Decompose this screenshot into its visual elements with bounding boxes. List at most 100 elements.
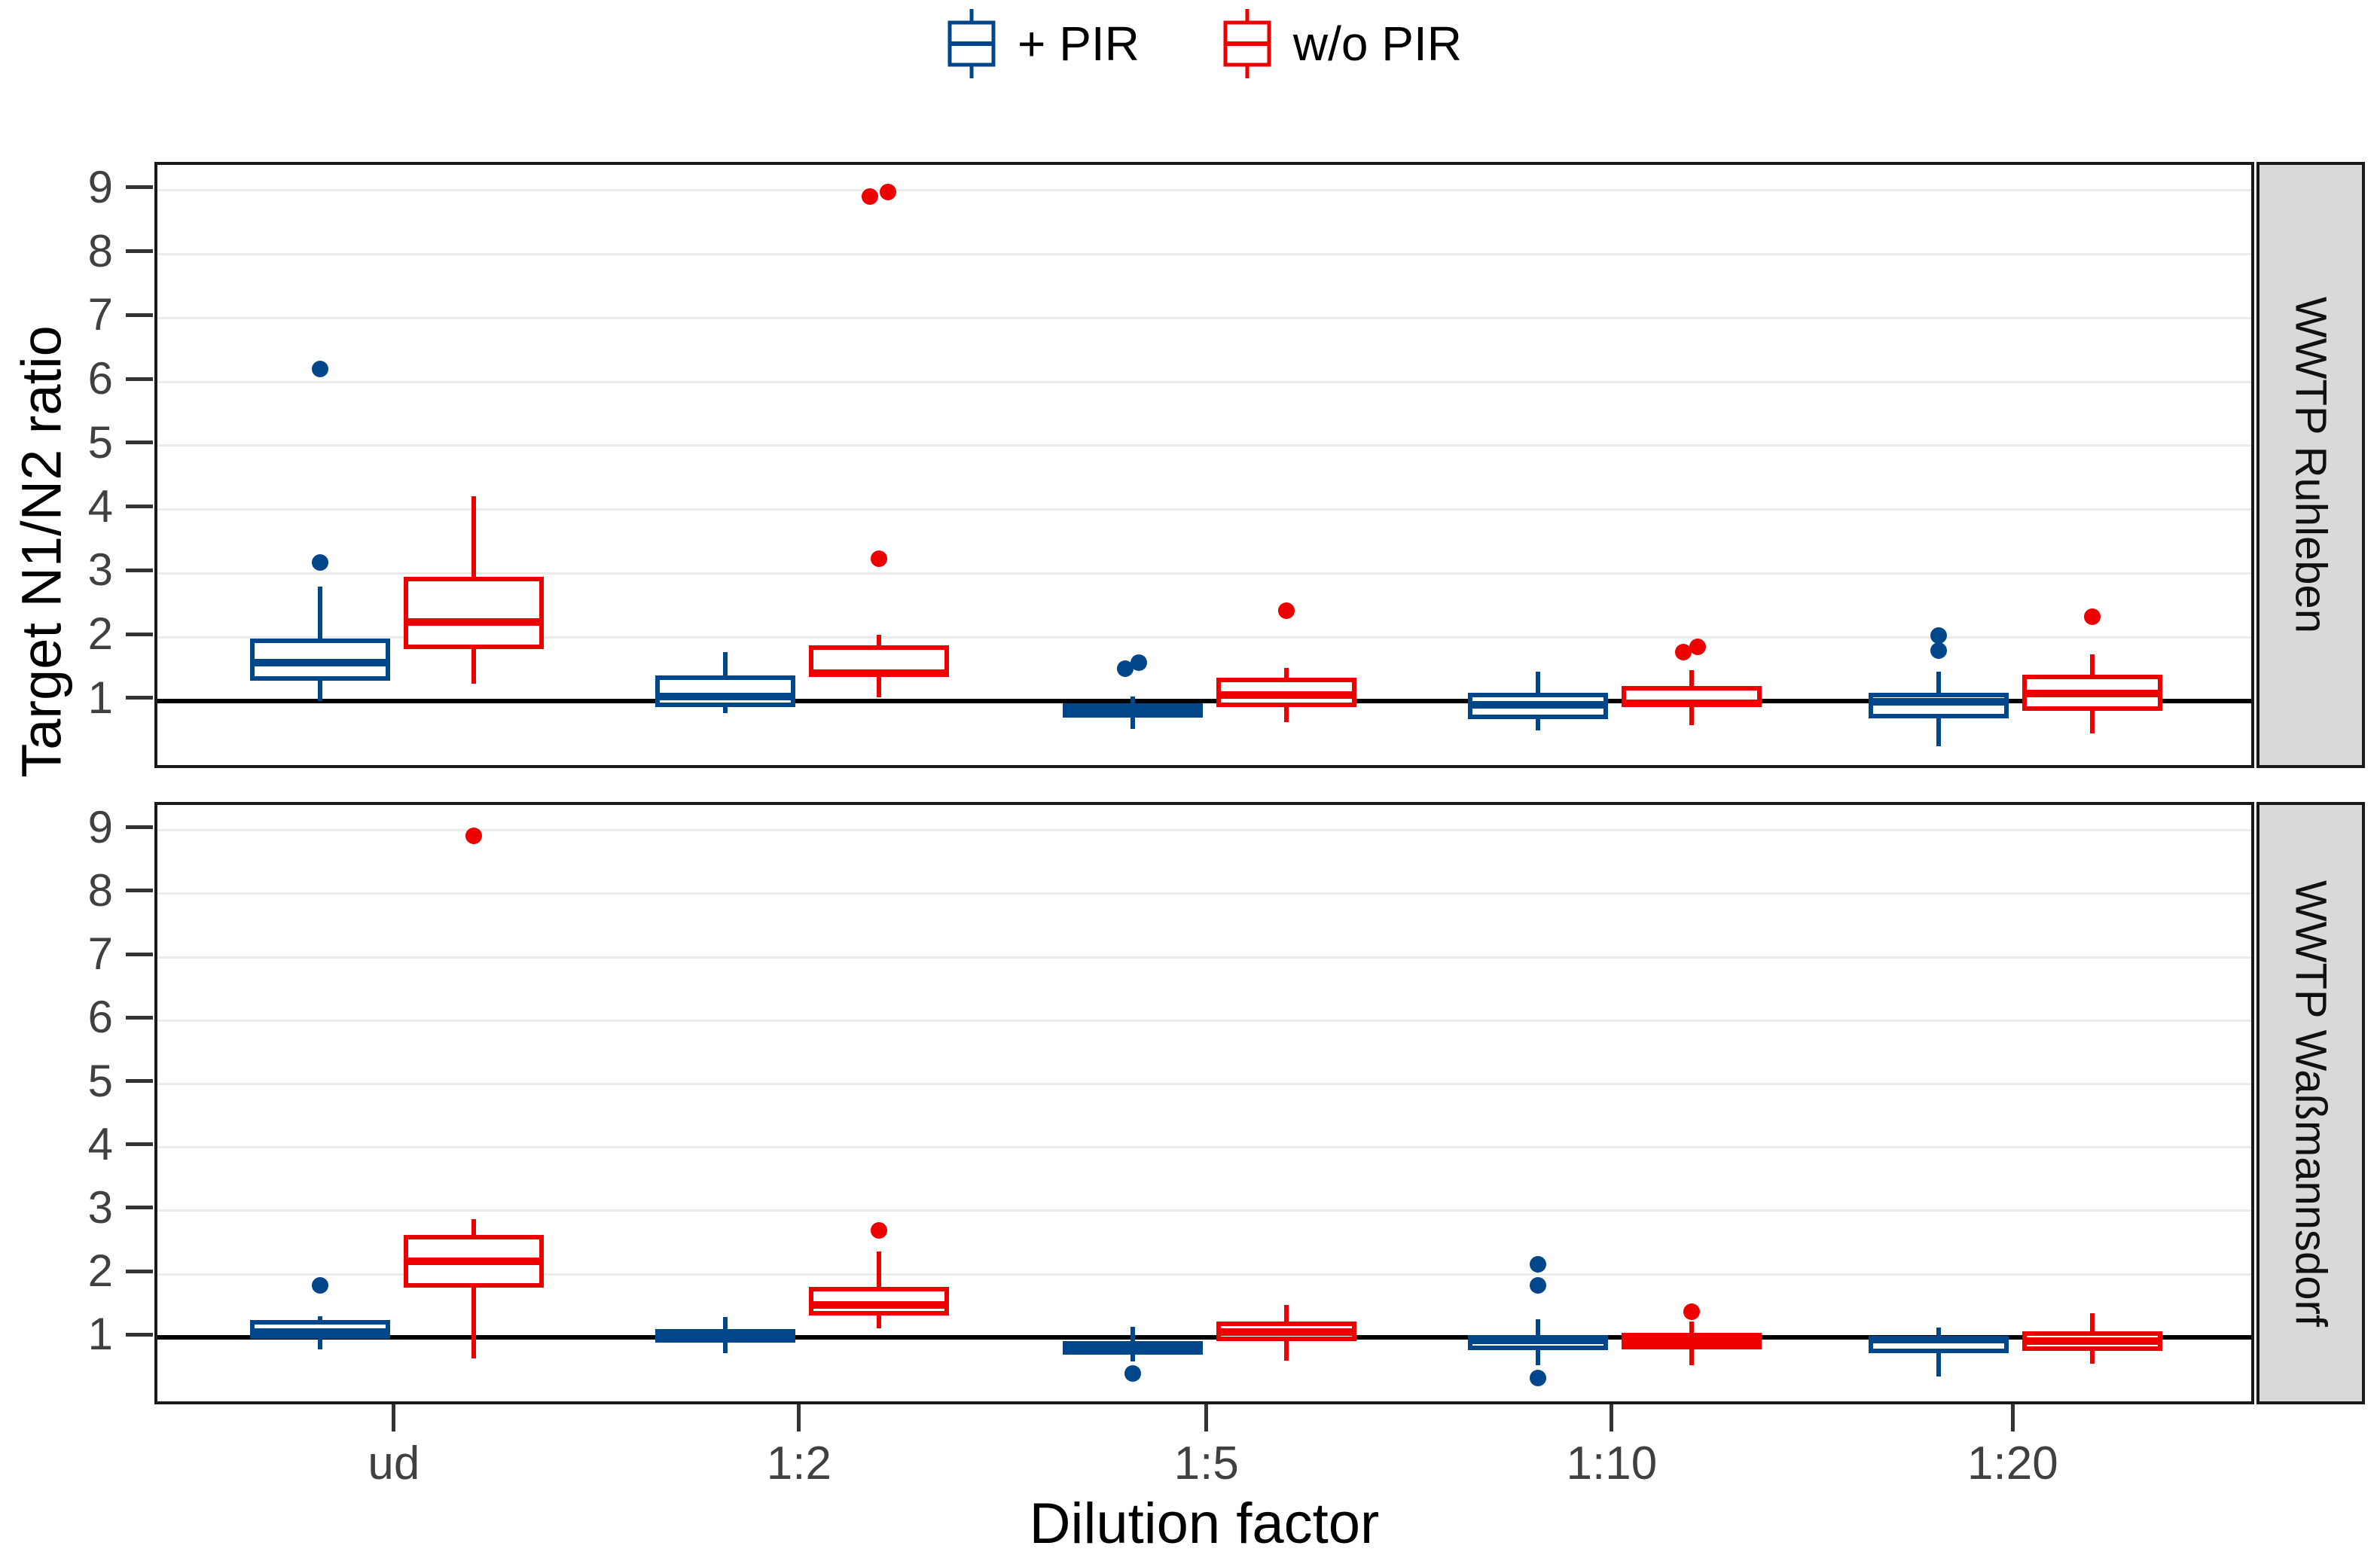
median-line-plus-pir <box>249 658 390 666</box>
outlier-dot-plus-pir <box>1124 1364 1141 1382</box>
y-tick <box>126 1332 153 1337</box>
y-tick <box>126 632 153 636</box>
facet-strip-label: WWTP Ruhleben <box>2286 297 2336 633</box>
y-tick-label: 4 <box>87 1118 113 1169</box>
reference-line <box>157 698 2251 703</box>
median-line-wo-pir <box>403 1258 544 1266</box>
legend-item: w/o PIR <box>1222 8 1462 78</box>
median-line-wo-pir <box>808 1300 949 1309</box>
legend-item: + PIR <box>947 8 1140 78</box>
x-tick-label: 1:5 <box>1173 1437 1239 1489</box>
gridline-y6 <box>157 380 2251 383</box>
boxplot-key-icon <box>1223 8 1271 78</box>
outlier-dot-wo-pir <box>1689 638 1706 655</box>
gridline-y9 <box>157 189 2251 192</box>
y-tick-label: 4 <box>87 480 113 532</box>
outlier-dot-wo-pir <box>465 828 482 845</box>
x-tick <box>2010 1404 2015 1431</box>
median-line-plus-pir <box>1869 697 2009 706</box>
median-line-wo-pir <box>403 617 544 626</box>
gridline-y3 <box>157 572 2251 575</box>
y-tick-label: 3 <box>87 544 113 596</box>
y-tick <box>126 185 153 190</box>
y-tick <box>126 1079 153 1084</box>
y-tick <box>126 312 153 317</box>
outlier-dot-plus-pir <box>311 1277 328 1294</box>
y-tick <box>126 696 153 700</box>
x-tick <box>392 1404 396 1431</box>
gridline-y6 <box>157 1019 2251 1022</box>
y-tick <box>126 377 153 381</box>
x-tick-label: 1:2 <box>766 1437 831 1489</box>
y-tick-label: 9 <box>87 801 113 852</box>
median-line-plus-pir <box>1467 1336 1608 1344</box>
y-tick <box>126 441 153 445</box>
outlier-dot-wo-pir <box>1683 1303 1700 1320</box>
y-tick <box>126 825 153 830</box>
median-line-plus-pir <box>654 692 795 700</box>
gridline-y9 <box>157 829 2251 832</box>
gridline-y2 <box>157 1273 2251 1276</box>
outlier-dot-wo-pir <box>1674 643 1692 660</box>
median-line-wo-pir <box>1216 1328 1356 1336</box>
median-line-wo-pir <box>1621 700 1762 708</box>
gridline-y4 <box>157 1146 2251 1149</box>
outlier-dot-wo-pir <box>2084 608 2101 625</box>
y-tick <box>126 1206 153 1210</box>
legend: + PIR w/o PIR <box>154 0 2254 87</box>
outlier-dot-plus-pir <box>1116 660 1134 678</box>
y-tick-label: 1 <box>87 1309 113 1360</box>
y-tick-label: 7 <box>87 289 113 340</box>
median-line-plus-pir <box>1869 1335 2009 1343</box>
outlier-dot-plus-pir <box>1930 642 1948 659</box>
outlier-dot-plus-pir <box>1529 1277 1546 1294</box>
y-tick-label: 9 <box>87 161 113 212</box>
y-tick <box>126 249 153 254</box>
x-tick <box>1610 1404 1614 1431</box>
box-wo-pir <box>403 577 544 650</box>
median-line-plus-pir <box>1062 705 1203 713</box>
median-line-wo-pir <box>808 669 949 677</box>
y-tick-label: 6 <box>87 992 113 1043</box>
x-tick-label: ud <box>368 1437 420 1489</box>
legend-item-label: + PIR <box>1018 16 1140 71</box>
outlier-dot-wo-pir <box>1277 602 1295 620</box>
outlier-dot-plus-pir <box>1529 1255 1546 1273</box>
x-tick-label: 1:20 <box>1967 1437 2058 1489</box>
facet-strip: WWTP Ruhleben <box>2256 162 2365 768</box>
median-line-plus-pir <box>1467 700 1608 709</box>
facet-strip-label: WWTP Waßmannsdorf <box>2286 880 2336 1327</box>
legend-item-label: w/o PIR <box>1292 16 1462 71</box>
outlier-dot-plus-pir <box>1930 627 1948 645</box>
gridline-y2 <box>157 636 2251 639</box>
y-tick <box>126 1269 153 1273</box>
x-tick-label: 1:10 <box>1566 1437 1658 1489</box>
y-tick-label: 2 <box>87 608 113 660</box>
outlier-dot-wo-pir <box>870 1222 887 1239</box>
boxplot-key-icon <box>947 8 996 78</box>
y-tick-label: 2 <box>87 1245 113 1297</box>
y-tick <box>126 568 153 572</box>
panel-bottom <box>154 802 2254 1404</box>
gridline-y5 <box>157 1083 2251 1086</box>
y-tick-label: 3 <box>87 1181 113 1233</box>
box-plus-pir <box>1869 692 2009 718</box>
reference-line <box>157 1335 2251 1340</box>
median-line-wo-pir <box>1621 1337 1762 1345</box>
outlier-dot-wo-pir <box>861 188 878 206</box>
y-tick-label: 1 <box>87 672 113 723</box>
outlier-dot-plus-pir <box>1529 1370 1546 1387</box>
median-line-wo-pir <box>2022 1337 2163 1346</box>
gridline-y4 <box>157 508 2251 511</box>
y-tick <box>126 1142 153 1147</box>
x-axis-title: Dilution factor <box>1029 1492 1380 1556</box>
median-line-wo-pir <box>1216 691 1356 700</box>
gridline-y5 <box>157 444 2251 447</box>
y-tick <box>126 1015 153 1020</box>
outlier-dot-wo-pir <box>879 184 896 201</box>
y-tick <box>126 505 153 509</box>
y-tick <box>126 952 153 956</box>
y-tick-label: 6 <box>87 353 113 404</box>
gridline-y8 <box>157 892 2251 895</box>
